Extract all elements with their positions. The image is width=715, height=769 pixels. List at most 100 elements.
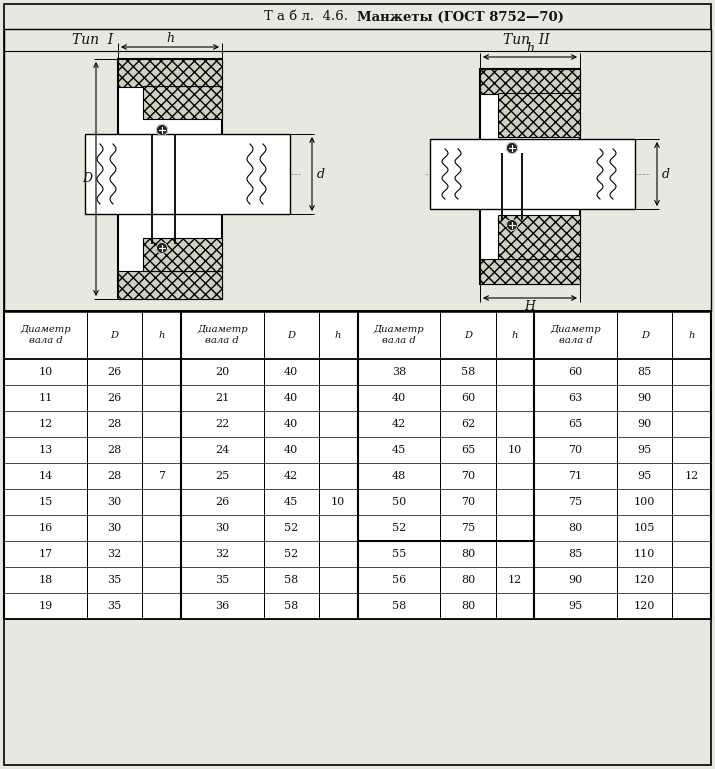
Text: 12: 12 <box>39 419 52 429</box>
Text: H: H <box>525 301 536 314</box>
Text: Тип  I: Тип I <box>72 33 113 47</box>
Text: 10: 10 <box>508 445 522 455</box>
Text: 50: 50 <box>392 497 406 507</box>
Text: Диаметр
вала d: Диаметр вала d <box>374 325 424 345</box>
Circle shape <box>157 125 167 135</box>
Text: 30: 30 <box>107 523 122 533</box>
Text: 35: 35 <box>215 575 230 585</box>
Text: 58: 58 <box>284 601 298 611</box>
Text: 58: 58 <box>284 575 298 585</box>
Text: 65: 65 <box>568 419 583 429</box>
Text: 48: 48 <box>392 471 406 481</box>
Text: 24: 24 <box>215 445 230 455</box>
Bar <box>4 311 711 619</box>
Text: Диаметр
вала d: Диаметр вала d <box>197 325 247 345</box>
Text: 35: 35 <box>107 575 122 585</box>
Text: 75: 75 <box>461 523 475 533</box>
Text: 62: 62 <box>461 419 475 429</box>
Text: 36: 36 <box>215 601 230 611</box>
Text: h: h <box>335 331 342 339</box>
Text: 52: 52 <box>392 523 406 533</box>
Text: d: d <box>662 168 670 181</box>
Text: 58: 58 <box>461 367 475 377</box>
Text: 42: 42 <box>392 419 406 429</box>
Text: 32: 32 <box>107 549 122 559</box>
Text: 21: 21 <box>215 393 230 403</box>
Text: 15: 15 <box>39 497 52 507</box>
Text: h: h <box>158 331 164 339</box>
Text: h: h <box>512 331 518 339</box>
Bar <box>143 86 222 119</box>
Text: 28: 28 <box>107 445 122 455</box>
Bar <box>480 69 580 284</box>
Bar <box>480 69 580 94</box>
Text: 18: 18 <box>39 575 52 585</box>
Text: 71: 71 <box>568 471 583 481</box>
Text: 42: 42 <box>284 471 298 481</box>
Text: 19: 19 <box>39 601 52 611</box>
Text: Диаметр
вала d: Диаметр вала d <box>20 325 71 345</box>
Text: 10: 10 <box>331 497 345 507</box>
Text: 32: 32 <box>215 549 230 559</box>
Text: 90: 90 <box>638 419 652 429</box>
Text: 80: 80 <box>461 549 475 559</box>
Text: 52: 52 <box>284 549 298 559</box>
Text: h: h <box>166 32 174 45</box>
Bar <box>143 238 222 271</box>
Text: 80: 80 <box>568 523 583 533</box>
Text: 90: 90 <box>638 393 652 403</box>
Text: 25: 25 <box>215 471 230 481</box>
Text: h: h <box>689 331 695 339</box>
Text: 70: 70 <box>461 497 475 507</box>
Bar <box>118 271 222 299</box>
Text: 40: 40 <box>392 393 406 403</box>
Text: 80: 80 <box>461 575 475 585</box>
Text: 14: 14 <box>39 471 52 481</box>
Text: 30: 30 <box>215 523 230 533</box>
Text: 65: 65 <box>461 445 475 455</box>
Text: 11: 11 <box>39 393 52 403</box>
Text: 26: 26 <box>107 393 122 403</box>
Text: 12: 12 <box>684 471 699 481</box>
Text: 110: 110 <box>634 549 656 559</box>
Text: 85: 85 <box>638 367 652 377</box>
Text: 70: 70 <box>461 471 475 481</box>
Text: D: D <box>464 331 472 339</box>
Text: D: D <box>82 172 92 185</box>
Text: 26: 26 <box>215 497 230 507</box>
Text: 22: 22 <box>215 419 230 429</box>
Bar <box>498 215 580 259</box>
Text: 7: 7 <box>158 471 165 481</box>
Text: h: h <box>526 42 534 55</box>
Text: 95: 95 <box>638 471 652 481</box>
Text: D: D <box>111 331 119 339</box>
Text: 28: 28 <box>107 419 122 429</box>
Text: 75: 75 <box>568 497 583 507</box>
Text: 38: 38 <box>392 367 406 377</box>
Text: 13: 13 <box>39 445 52 455</box>
Text: 17: 17 <box>39 549 52 559</box>
Bar <box>118 59 222 299</box>
Circle shape <box>506 142 518 154</box>
Text: 70: 70 <box>568 445 583 455</box>
Text: 35: 35 <box>107 601 122 611</box>
Text: 120: 120 <box>634 601 656 611</box>
Bar <box>4 29 711 311</box>
Text: 45: 45 <box>392 445 406 455</box>
Text: 95: 95 <box>638 445 652 455</box>
Text: 16: 16 <box>39 523 52 533</box>
Text: D: D <box>287 331 295 339</box>
Bar <box>430 139 635 209</box>
Text: 63: 63 <box>568 393 583 403</box>
Text: 40: 40 <box>284 419 298 429</box>
Text: 90: 90 <box>568 575 583 585</box>
Text: 85: 85 <box>568 549 583 559</box>
Circle shape <box>506 219 518 231</box>
Text: Тип  II: Тип II <box>503 33 550 47</box>
Text: 60: 60 <box>461 393 475 403</box>
Text: d: d <box>317 168 325 181</box>
Text: 12: 12 <box>508 575 522 585</box>
Text: Т а б л.  4.6.: Т а б л. 4.6. <box>265 11 357 24</box>
Text: 20: 20 <box>215 367 230 377</box>
Text: 120: 120 <box>634 575 656 585</box>
